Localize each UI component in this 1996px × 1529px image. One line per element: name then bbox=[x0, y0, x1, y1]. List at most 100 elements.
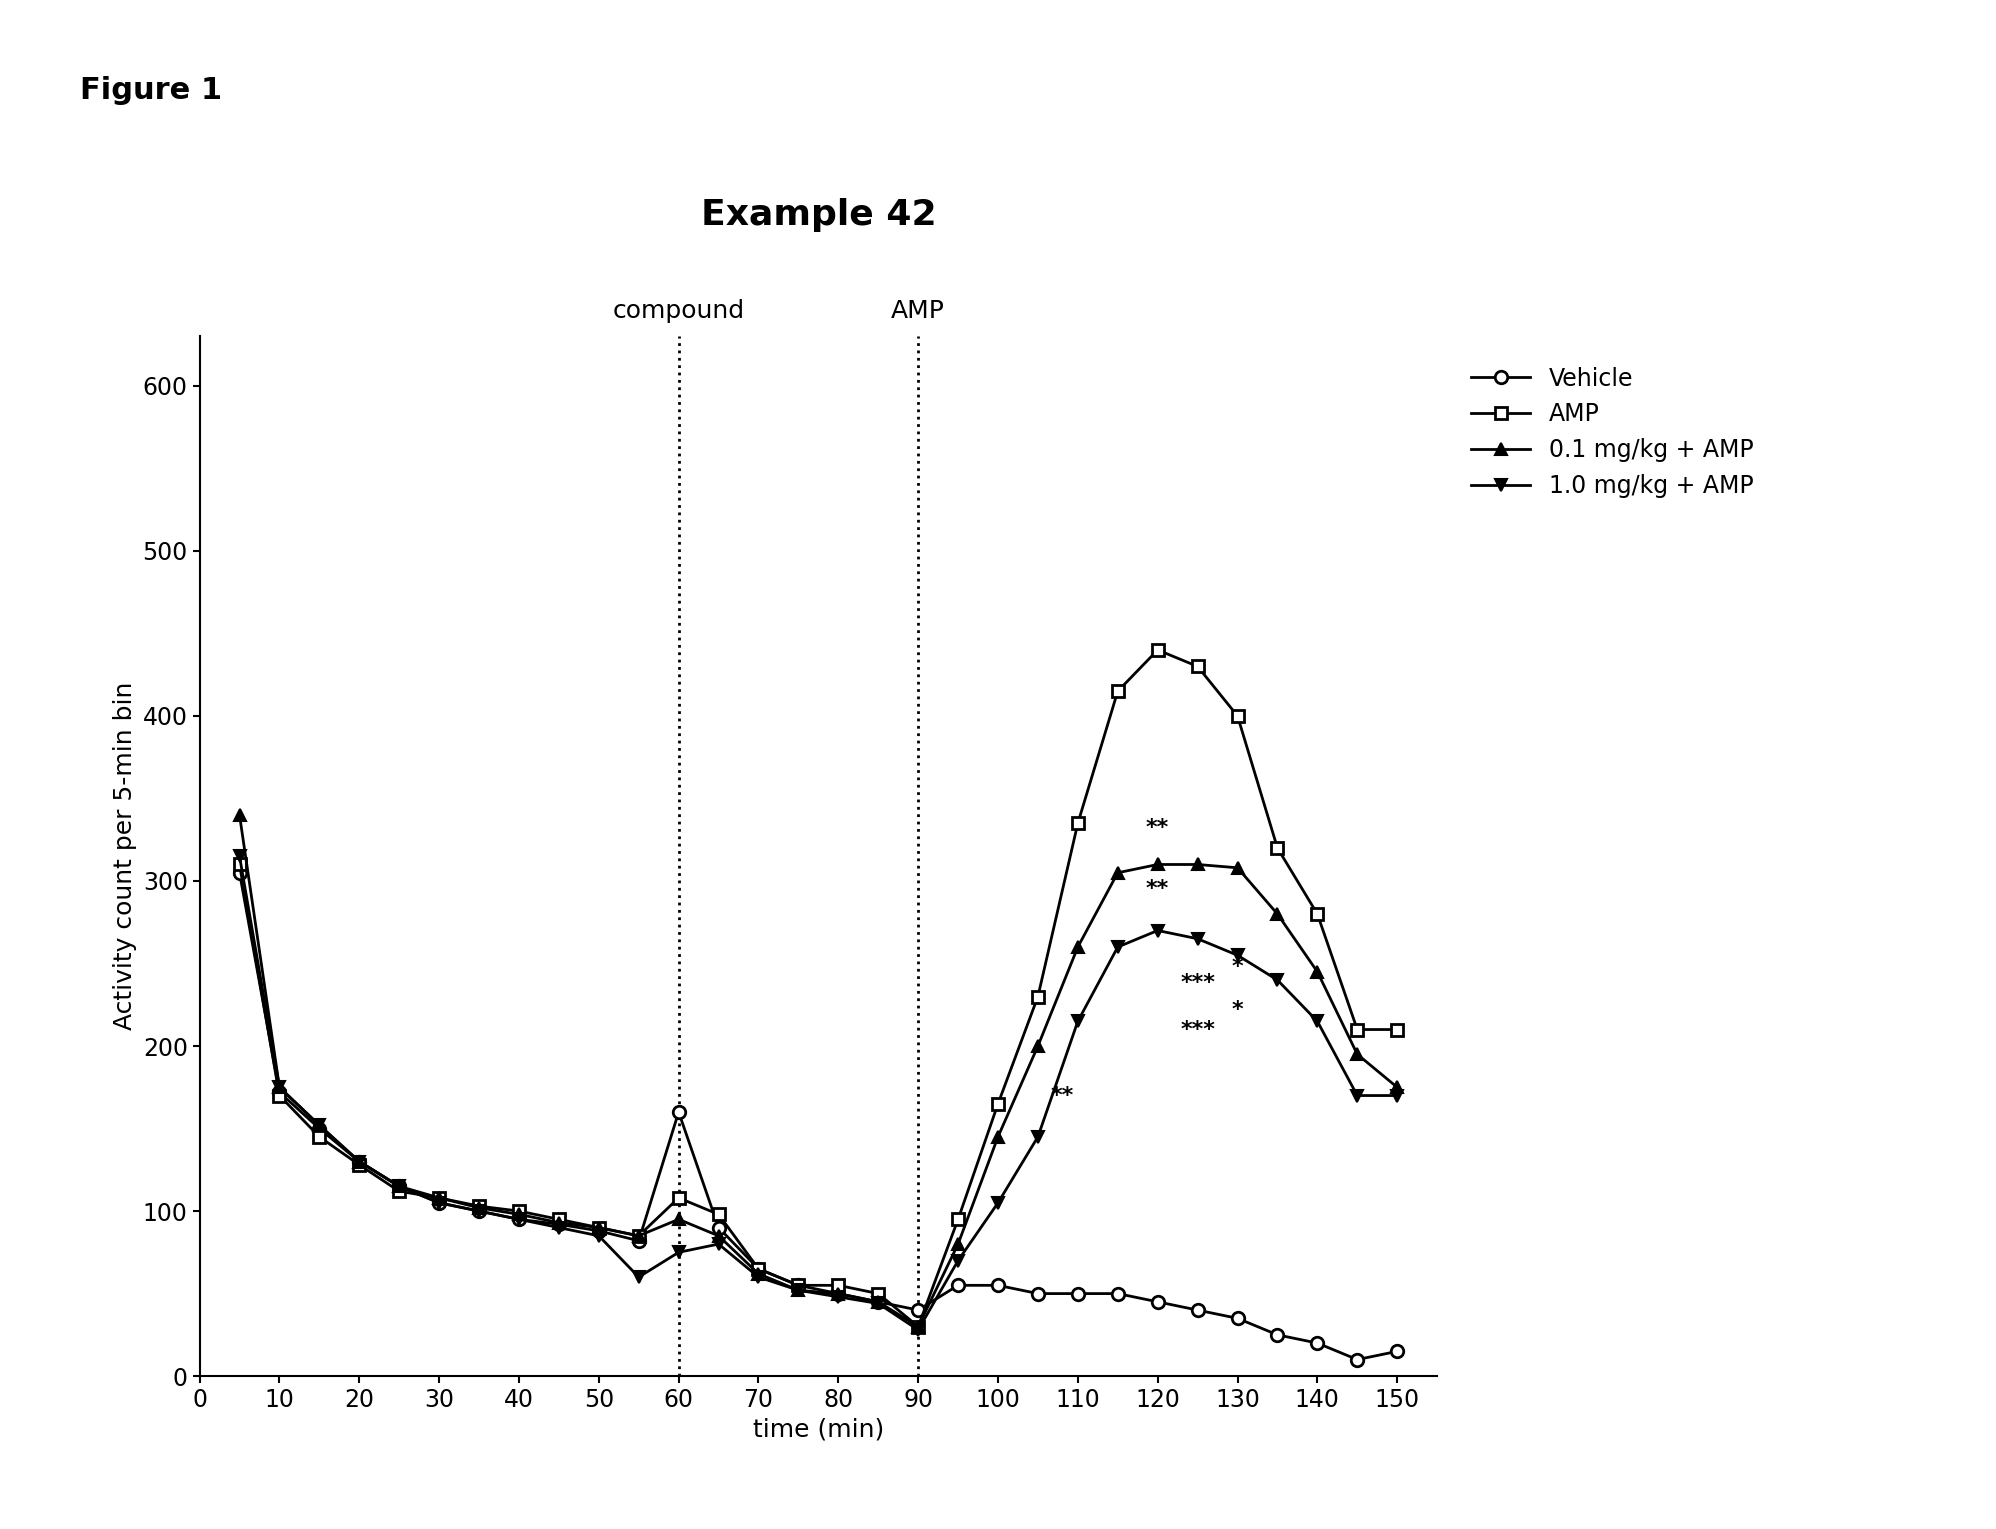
Vehicle bbox=[1226, 1309, 1249, 1327]
Title: Example 42: Example 42 bbox=[701, 199, 936, 232]
Text: *: * bbox=[1232, 957, 1244, 977]
Text: ***: *** bbox=[1180, 1020, 1216, 1040]
Text: **: ** bbox=[1146, 818, 1170, 838]
AMP bbox=[826, 1277, 850, 1295]
Vehicle bbox=[1305, 1333, 1329, 1352]
1.0 mg/kg + AMP bbox=[1106, 937, 1130, 956]
Y-axis label: Activity count per 5-min bin: Activity count per 5-min bin bbox=[114, 682, 138, 1031]
AMP bbox=[627, 1226, 651, 1245]
Text: **: ** bbox=[1050, 1086, 1074, 1105]
Vehicle bbox=[547, 1216, 571, 1234]
0.1 mg/kg + AMP bbox=[267, 1078, 291, 1096]
Vehicle bbox=[866, 1292, 890, 1310]
Text: AMP: AMP bbox=[892, 300, 944, 323]
Vehicle bbox=[228, 864, 251, 882]
Vehicle bbox=[707, 1219, 731, 1237]
Text: ***: *** bbox=[1180, 974, 1216, 994]
Line: 1.0 mg/kg + AMP: 1.0 mg/kg + AMP bbox=[234, 850, 1403, 1336]
AMP bbox=[1385, 1020, 1409, 1038]
Vehicle bbox=[307, 1119, 331, 1138]
AMP bbox=[467, 1197, 491, 1216]
0.1 mg/kg + AMP bbox=[467, 1199, 491, 1217]
1.0 mg/kg + AMP bbox=[547, 1219, 571, 1237]
AMP bbox=[1265, 839, 1289, 858]
Vehicle bbox=[427, 1194, 451, 1212]
0.1 mg/kg + AMP bbox=[307, 1116, 331, 1135]
AMP bbox=[667, 1188, 691, 1206]
AMP bbox=[986, 1095, 1010, 1113]
Text: *: * bbox=[1232, 1000, 1244, 1020]
Vehicle bbox=[267, 1083, 291, 1101]
Vehicle bbox=[786, 1277, 810, 1295]
0.1 mg/kg + AMP bbox=[707, 1226, 731, 1245]
Vehicle bbox=[1345, 1350, 1369, 1368]
Line: Vehicle: Vehicle bbox=[234, 867, 1403, 1365]
AMP bbox=[547, 1209, 571, 1228]
0.1 mg/kg + AMP bbox=[587, 1219, 611, 1237]
Vehicle bbox=[387, 1177, 411, 1196]
AMP bbox=[387, 1182, 411, 1200]
0.1 mg/kg + AMP bbox=[946, 1235, 970, 1254]
0.1 mg/kg + AMP bbox=[1345, 1046, 1369, 1064]
AMP bbox=[1066, 813, 1090, 832]
1.0 mg/kg + AMP bbox=[906, 1321, 930, 1339]
AMP bbox=[1305, 905, 1329, 924]
0.1 mg/kg + AMP bbox=[1385, 1078, 1409, 1096]
Line: AMP: AMP bbox=[234, 644, 1403, 1333]
0.1 mg/kg + AMP bbox=[507, 1205, 531, 1223]
0.1 mg/kg + AMP bbox=[747, 1264, 770, 1283]
0.1 mg/kg + AMP bbox=[906, 1318, 930, 1336]
0.1 mg/kg + AMP bbox=[627, 1226, 651, 1245]
1.0 mg/kg + AMP bbox=[747, 1268, 770, 1286]
1.0 mg/kg + AMP bbox=[587, 1226, 611, 1245]
AMP bbox=[347, 1156, 371, 1174]
Vehicle bbox=[1265, 1326, 1289, 1344]
1.0 mg/kg + AMP bbox=[507, 1209, 531, 1228]
Vehicle bbox=[1106, 1284, 1130, 1303]
Vehicle bbox=[507, 1209, 531, 1228]
AMP bbox=[1345, 1020, 1369, 1038]
0.1 mg/kg + AMP bbox=[228, 806, 251, 824]
1.0 mg/kg + AMP bbox=[467, 1202, 491, 1220]
Vehicle bbox=[347, 1153, 371, 1171]
0.1 mg/kg + AMP bbox=[1066, 937, 1090, 956]
AMP bbox=[1226, 706, 1249, 725]
AMP bbox=[228, 855, 251, 873]
Vehicle bbox=[1066, 1284, 1090, 1303]
Text: Figure 1: Figure 1 bbox=[80, 76, 222, 106]
1.0 mg/kg + AMP bbox=[267, 1078, 291, 1096]
1.0 mg/kg + AMP bbox=[228, 847, 251, 865]
1.0 mg/kg + AMP bbox=[866, 1295, 890, 1313]
1.0 mg/kg + AMP bbox=[946, 1251, 970, 1269]
0.1 mg/kg + AMP bbox=[1305, 963, 1329, 982]
Vehicle bbox=[587, 1222, 611, 1240]
AMP bbox=[507, 1202, 531, 1220]
1.0 mg/kg + AMP bbox=[427, 1194, 451, 1212]
1.0 mg/kg + AMP bbox=[986, 1194, 1010, 1212]
1.0 mg/kg + AMP bbox=[1186, 930, 1210, 948]
Legend: Vehicle, AMP, 0.1 mg/kg + AMP, 1.0 mg/kg + AMP: Vehicle, AMP, 0.1 mg/kg + AMP, 1.0 mg/kg… bbox=[1461, 358, 1762, 508]
0.1 mg/kg + AMP bbox=[667, 1209, 691, 1228]
AMP bbox=[866, 1284, 890, 1303]
0.1 mg/kg + AMP bbox=[547, 1214, 571, 1232]
Vehicle bbox=[1026, 1284, 1050, 1303]
AMP bbox=[1026, 988, 1050, 1006]
Vehicle bbox=[747, 1260, 770, 1278]
AMP bbox=[906, 1318, 930, 1336]
0.1 mg/kg + AMP bbox=[826, 1284, 850, 1303]
Vehicle bbox=[467, 1202, 491, 1220]
0.1 mg/kg + AMP bbox=[1026, 1037, 1050, 1055]
Vehicle bbox=[1146, 1292, 1170, 1310]
1.0 mg/kg + AMP bbox=[347, 1153, 371, 1171]
0.1 mg/kg + AMP bbox=[387, 1177, 411, 1196]
AMP bbox=[267, 1087, 291, 1105]
0.1 mg/kg + AMP bbox=[1186, 855, 1210, 873]
1.0 mg/kg + AMP bbox=[1265, 971, 1289, 989]
AMP bbox=[747, 1260, 770, 1278]
1.0 mg/kg + AMP bbox=[1345, 1087, 1369, 1105]
AMP bbox=[1186, 657, 1210, 676]
0.1 mg/kg + AMP bbox=[1146, 855, 1170, 873]
Vehicle bbox=[826, 1284, 850, 1303]
AMP bbox=[786, 1277, 810, 1295]
Vehicle bbox=[906, 1301, 930, 1320]
